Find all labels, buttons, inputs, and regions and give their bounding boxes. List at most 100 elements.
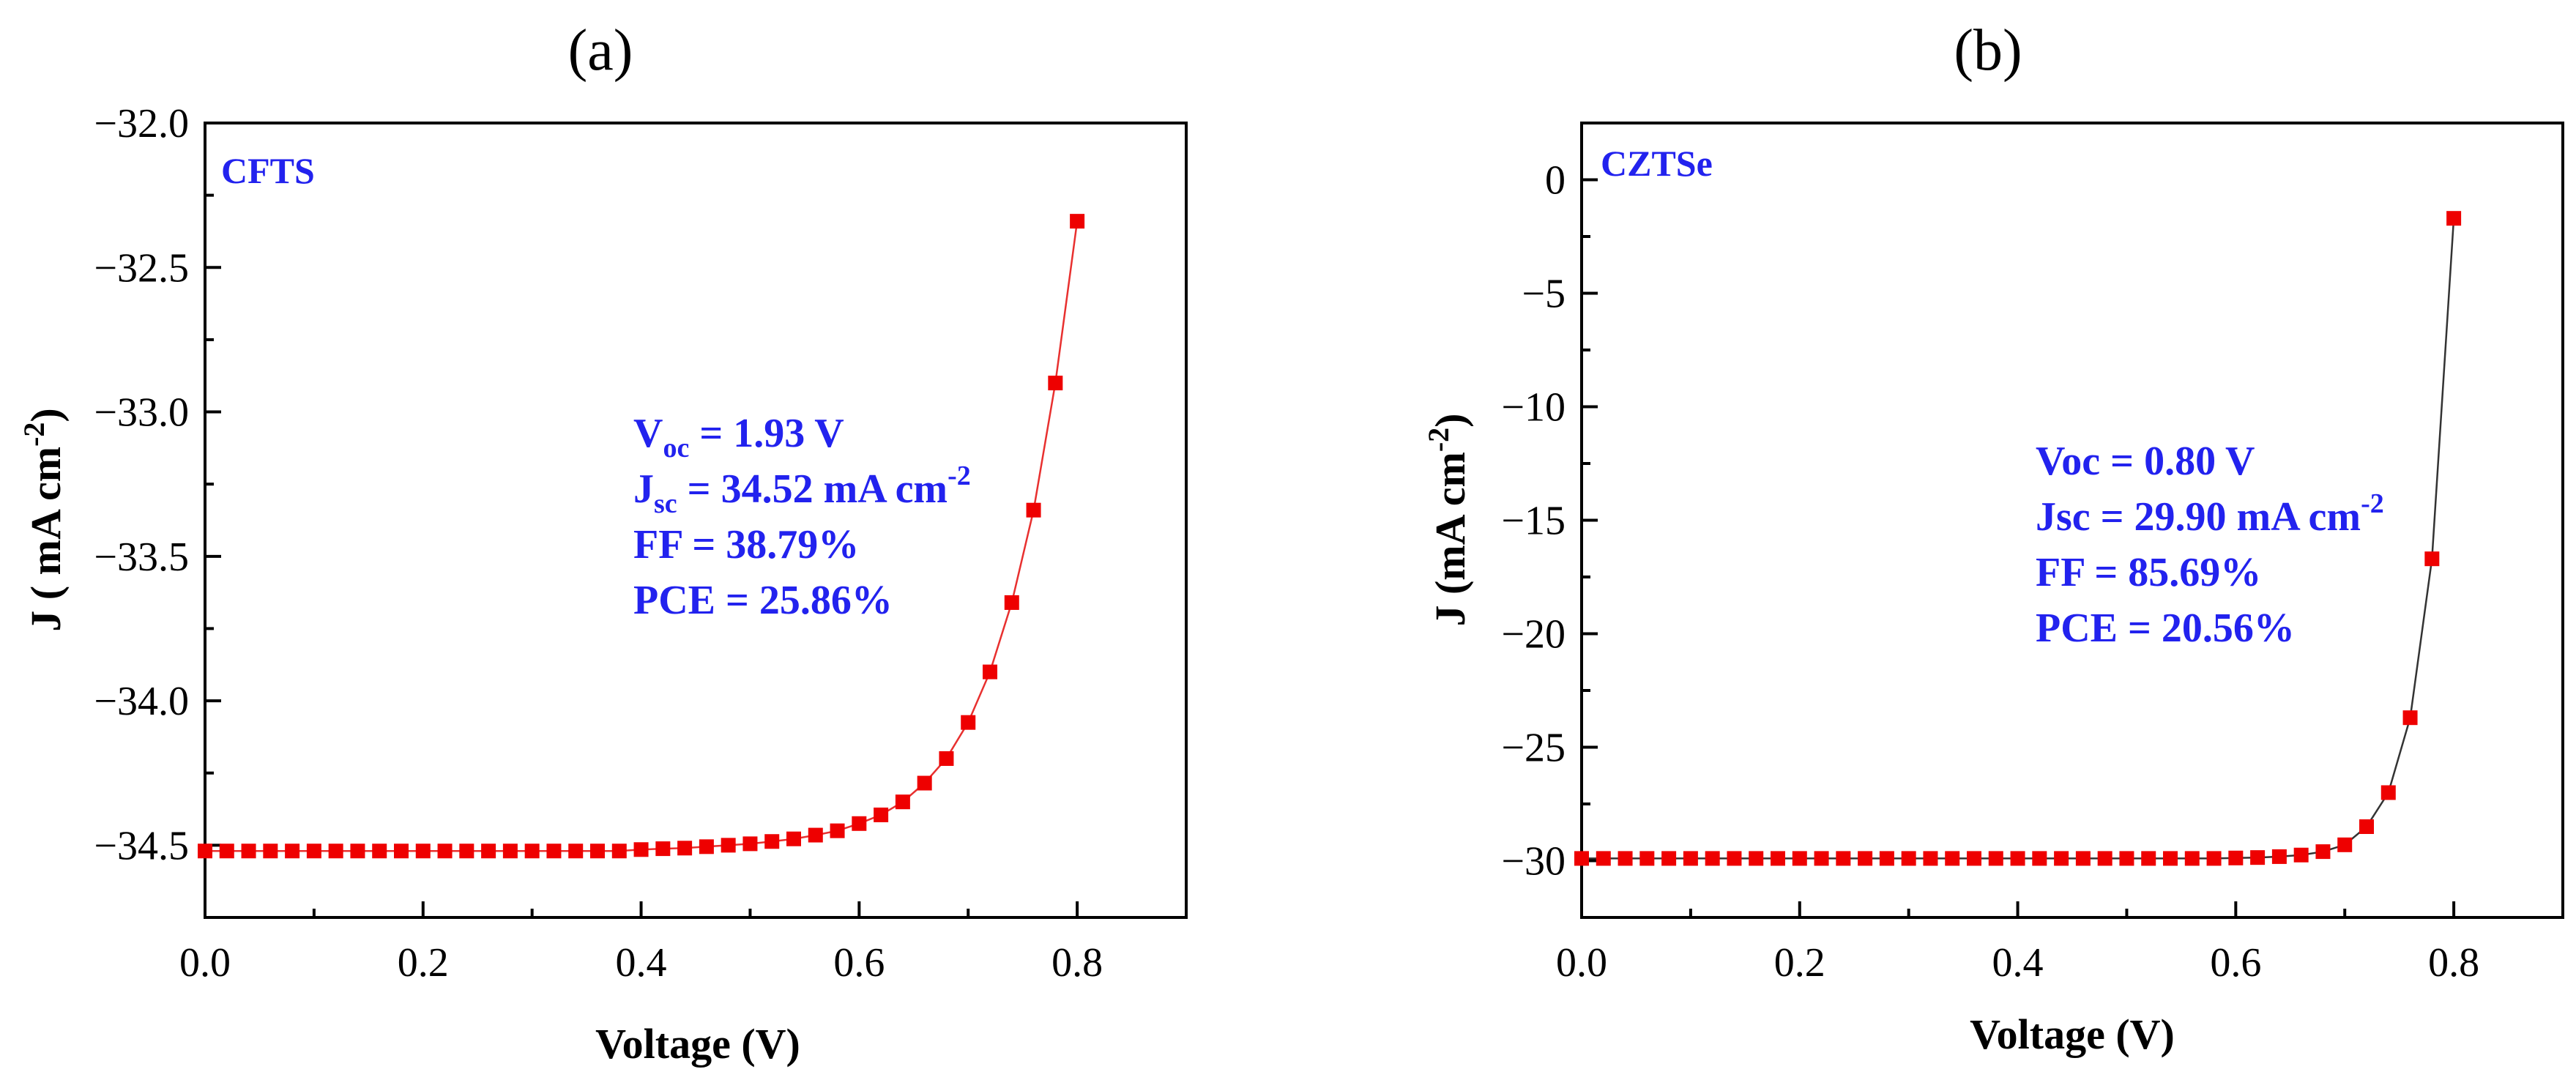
annotation-line: FF = 85.69% <box>2036 550 2261 595</box>
annotation-text: = 1.93 V <box>689 411 844 456</box>
annotation-text: Jsc = 29.90 mA cm <box>2036 494 2361 540</box>
panel-label: (a) <box>568 18 633 83</box>
data-point <box>372 843 387 859</box>
data-point <box>1858 851 1873 866</box>
data-point <box>2075 851 2091 866</box>
annotation-text: FF = 38.79% <box>633 522 859 567</box>
y-tick-label: −33.0 <box>94 390 189 436</box>
data-point <box>1967 851 1981 866</box>
y-tick-label: −33.5 <box>94 535 189 580</box>
data-point <box>874 807 889 822</box>
data-point <box>2337 837 2353 852</box>
x-tick-label: 0.6 <box>2210 940 2261 986</box>
sample-label: CFTS <box>221 150 315 191</box>
data-point <box>328 843 343 859</box>
x-tick-label: 0.0 <box>1556 940 1607 986</box>
x-tick-label: 0.4 <box>616 940 667 986</box>
data-point <box>2315 844 2331 860</box>
y-tick-label: −15 <box>1501 499 1566 544</box>
y-tick-label: −30 <box>1501 839 1566 885</box>
data-point <box>1661 851 1677 866</box>
data-point <box>1879 851 1894 866</box>
y-axis-label-main: J (mA cm <box>1426 452 1474 626</box>
annotation-line: Jsc = 29.90 mA cm-2 <box>2036 488 2384 540</box>
data-point <box>2424 551 2440 567</box>
data-point <box>764 834 780 849</box>
data-point <box>2141 851 2156 866</box>
data-point <box>1814 851 1829 866</box>
y-axis-label-superscript: -2 <box>1422 428 1455 452</box>
data-point <box>1836 851 1851 866</box>
annotation-text: PCE = 25.86% <box>633 578 893 623</box>
data-point <box>1945 851 1960 866</box>
data-point <box>852 816 867 831</box>
x-axis-label: Voltage (V) <box>1970 1010 2175 1058</box>
data-point <box>830 823 845 838</box>
data-point <box>1901 851 1916 866</box>
data-point <box>2010 851 2025 866</box>
data-point <box>2054 851 2069 866</box>
annotation-superscript: -2 <box>2361 488 2384 519</box>
data-point <box>721 838 736 853</box>
data-point <box>1705 851 1720 866</box>
annotation-superscript: -2 <box>948 461 971 491</box>
x-tick-label: 0.2 <box>398 940 449 986</box>
chart-panel-a: (a) 0.0 0.2 0.4 0.6 0.8 −34.5 −34.0 −33.5 −33.0 −3… <box>18 18 1188 1068</box>
data-point <box>459 843 474 859</box>
data-point <box>1026 502 1041 518</box>
annotation-line: Voc = 1.93 V <box>633 411 844 463</box>
y-tick-label: −5 <box>1522 272 1566 317</box>
x-axis-label: Voltage (V) <box>595 1020 800 1068</box>
data-point <box>263 843 278 859</box>
data-point <box>939 751 954 766</box>
annotation-text: V <box>633 411 663 456</box>
data-point <box>611 843 627 859</box>
panel-label: (b) <box>1954 18 2022 83</box>
data-point <box>2359 819 2374 834</box>
chart-panel-b: (b) 0.0 0.2 0.4 0.6 0.8 −30 −25 −20 −15 −10 −5 0 Volt… <box>1422 18 2564 1058</box>
data-point <box>655 841 671 857</box>
data-point <box>983 664 997 679</box>
x-tick-label: 0.6 <box>833 940 885 986</box>
annotation-line: PCE = 20.56% <box>2036 606 2295 651</box>
data-point <box>502 843 518 859</box>
x-tick-label: 0.2 <box>1774 940 1825 986</box>
y-tick-label: −32.0 <box>94 101 189 146</box>
y-axis-label-superscript: -2 <box>18 422 51 447</box>
y-tick-label: −32.5 <box>94 245 189 291</box>
data-point <box>808 827 823 843</box>
y-tick-label: 0 <box>1545 158 1566 204</box>
x-tick-label: 0.8 <box>2428 940 2479 986</box>
y-axis-label: J ( mA cm-2) <box>18 408 70 632</box>
annotation-text: = 34.52 mA cm <box>677 466 948 512</box>
data-point <box>1792 851 1807 866</box>
data-point <box>481 843 496 859</box>
data-point <box>895 794 910 810</box>
data-point <box>677 841 693 856</box>
data-point <box>2380 785 2396 800</box>
data-point <box>1618 851 1633 866</box>
annotation-line: Voc = 0.80 V <box>2036 439 2255 484</box>
data-point <box>394 843 409 859</box>
y-axis-label-main: J ( mA cm <box>22 447 70 632</box>
data-point <box>2163 851 2178 866</box>
data-point <box>2271 849 2287 864</box>
data-point <box>2446 211 2462 226</box>
annotation-text: Voc = 0.80 V <box>2036 439 2255 484</box>
x-tick-label: 0.4 <box>1992 940 2044 986</box>
y-axis-label-close: ) <box>1426 413 1474 427</box>
annotation-text: FF = 85.69% <box>2036 550 2261 595</box>
data-point <box>1988 851 2003 866</box>
x-tick-label: 0.8 <box>1051 940 1103 986</box>
data-point <box>546 843 562 859</box>
data-point <box>568 843 584 859</box>
x-tick-label: 0.0 <box>179 940 231 986</box>
y-tick-label: −34.5 <box>94 823 189 868</box>
data-point <box>1639 851 1655 866</box>
annotation-subscript: sc <box>654 488 677 519</box>
data-point <box>1727 851 1742 866</box>
data-point <box>437 843 453 859</box>
data-point <box>1683 851 1698 866</box>
data-point <box>1923 851 1938 866</box>
